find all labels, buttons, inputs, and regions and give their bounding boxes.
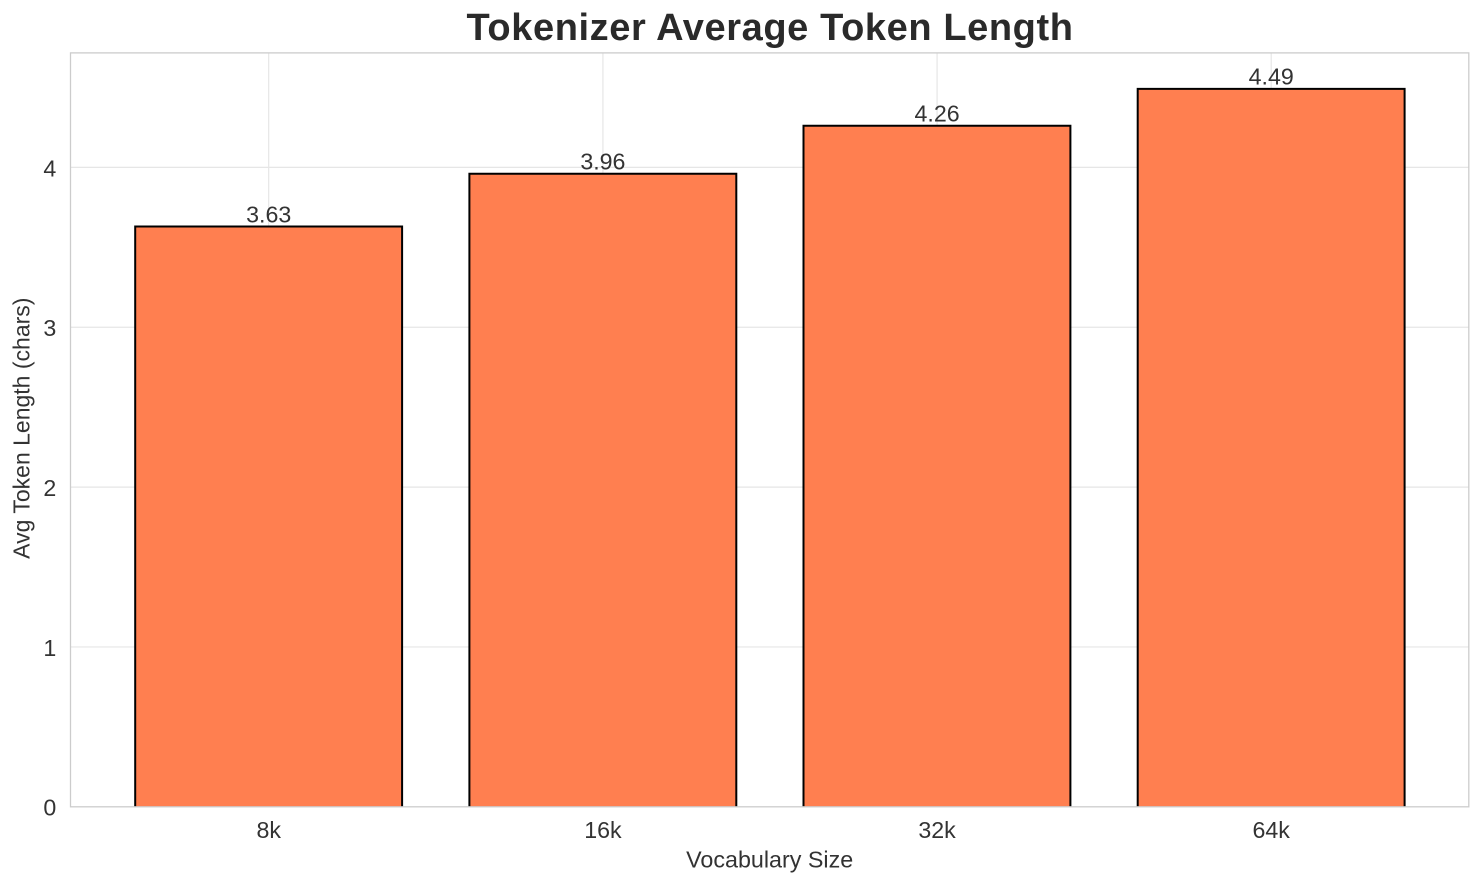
svg-text:Vocabulary Size: Vocabulary Size	[686, 846, 853, 872]
svg-text:32k: 32k	[918, 817, 956, 843]
svg-text:4: 4	[43, 155, 56, 181]
svg-text:2: 2	[43, 475, 56, 501]
svg-text:3.96: 3.96	[580, 149, 625, 175]
svg-text:3: 3	[43, 315, 56, 341]
svg-text:4.49: 4.49	[1249, 64, 1294, 90]
svg-text:Tokenizer Average Token Length: Tokenizer Average Token Length	[466, 7, 1073, 49]
svg-text:64k: 64k	[1253, 817, 1291, 843]
svg-text:Avg Token Length (chars): Avg Token Length (chars)	[9, 298, 35, 559]
svg-text:3.63: 3.63	[246, 201, 291, 227]
svg-text:16k: 16k	[584, 817, 622, 843]
svg-text:4.26: 4.26	[915, 101, 960, 127]
svg-text:0: 0	[43, 795, 56, 821]
svg-text:8k: 8k	[256, 817, 281, 843]
svg-text:1: 1	[43, 635, 56, 661]
